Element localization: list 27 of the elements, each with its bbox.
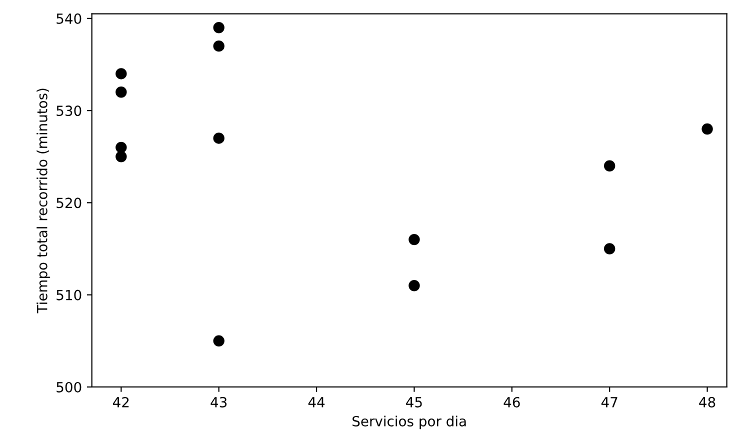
point bbox=[116, 142, 127, 154]
x-tick-label: 42 bbox=[113, 396, 129, 408]
point bbox=[408, 280, 420, 292]
x-tick-label: 43 bbox=[210, 396, 227, 408]
y-tick-label: 540 bbox=[56, 13, 82, 24]
x-tick-label: 47 bbox=[601, 397, 618, 408]
x-tick-label: 48 bbox=[699, 396, 716, 408]
y-tick-label: 510 bbox=[56, 290, 82, 300]
y-tick-label: 500 bbox=[56, 382, 82, 392]
y-tick-label: 520 bbox=[56, 198, 82, 208]
point bbox=[702, 123, 713, 135]
point bbox=[213, 335, 224, 347]
point bbox=[604, 160, 616, 172]
point bbox=[213, 132, 224, 144]
y-tick-label: 530 bbox=[56, 106, 82, 116]
point bbox=[116, 151, 127, 162]
point bbox=[116, 68, 127, 80]
point bbox=[213, 22, 224, 34]
point bbox=[604, 243, 616, 254]
x-tick-label: 44 bbox=[308, 397, 325, 408]
x-tick-label: 45 bbox=[406, 397, 422, 408]
x-tick-label: 46 bbox=[504, 396, 520, 408]
point bbox=[116, 86, 127, 98]
point bbox=[408, 234, 420, 246]
x-axis-title: Servicios por dia bbox=[352, 416, 466, 430]
y-axis-title: Tiempo total recorrido (minutos) bbox=[36, 88, 50, 314]
point bbox=[213, 40, 224, 52]
